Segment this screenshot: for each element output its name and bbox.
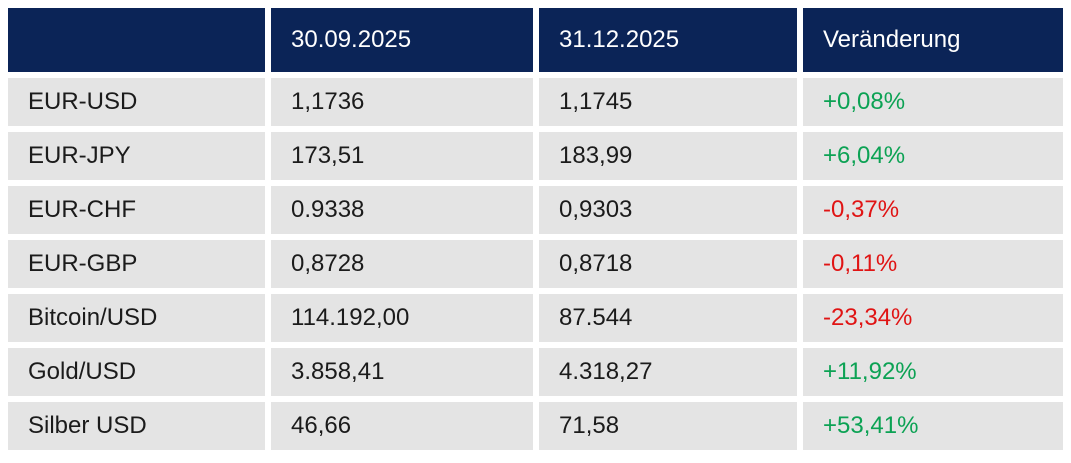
row-value-2: 4.318,27 (539, 348, 797, 396)
row-label: EUR-CHF (8, 186, 265, 234)
row-value-1: 114.192,00 (271, 294, 533, 342)
row-change: -23,34% (803, 294, 1063, 342)
row-value-2: 0,9303 (539, 186, 797, 234)
exchange-rate-table: 30.09.2025 31.12.2025 Veränderung EUR-US… (8, 8, 1063, 450)
row-value-1: 3.858,41 (271, 348, 533, 396)
row-value-1: 0,8728 (271, 240, 533, 288)
row-label: Bitcoin/USD (8, 294, 265, 342)
row-value-1: 173,51 (271, 132, 533, 180)
row-change: -0,11% (803, 240, 1063, 288)
row-change: +6,04% (803, 132, 1063, 180)
row-label: Silber USD (8, 402, 265, 450)
header-cell-date-2: 31.12.2025 (539, 8, 797, 72)
row-value-1: 1,1736 (271, 78, 533, 126)
row-label: EUR-GBP (8, 240, 265, 288)
row-value-1: 0.9338 (271, 186, 533, 234)
header-cell-empty (8, 8, 265, 72)
row-value-2: 0,8718 (539, 240, 797, 288)
row-value-2: 87.544 (539, 294, 797, 342)
header-cell-date-1: 30.09.2025 (271, 8, 533, 72)
row-change: +0,08% (803, 78, 1063, 126)
row-change: +11,92% (803, 348, 1063, 396)
row-value-2: 1,1745 (539, 78, 797, 126)
row-label: EUR-JPY (8, 132, 265, 180)
row-value-2: 183,99 (539, 132, 797, 180)
row-label: EUR-USD (8, 78, 265, 126)
row-change: +53,41% (803, 402, 1063, 450)
row-change: -0,37% (803, 186, 1063, 234)
header-cell-change: Veränderung (803, 8, 1063, 72)
row-value-2: 71,58 (539, 402, 797, 450)
row-value-1: 46,66 (271, 402, 533, 450)
row-label: Gold/USD (8, 348, 265, 396)
